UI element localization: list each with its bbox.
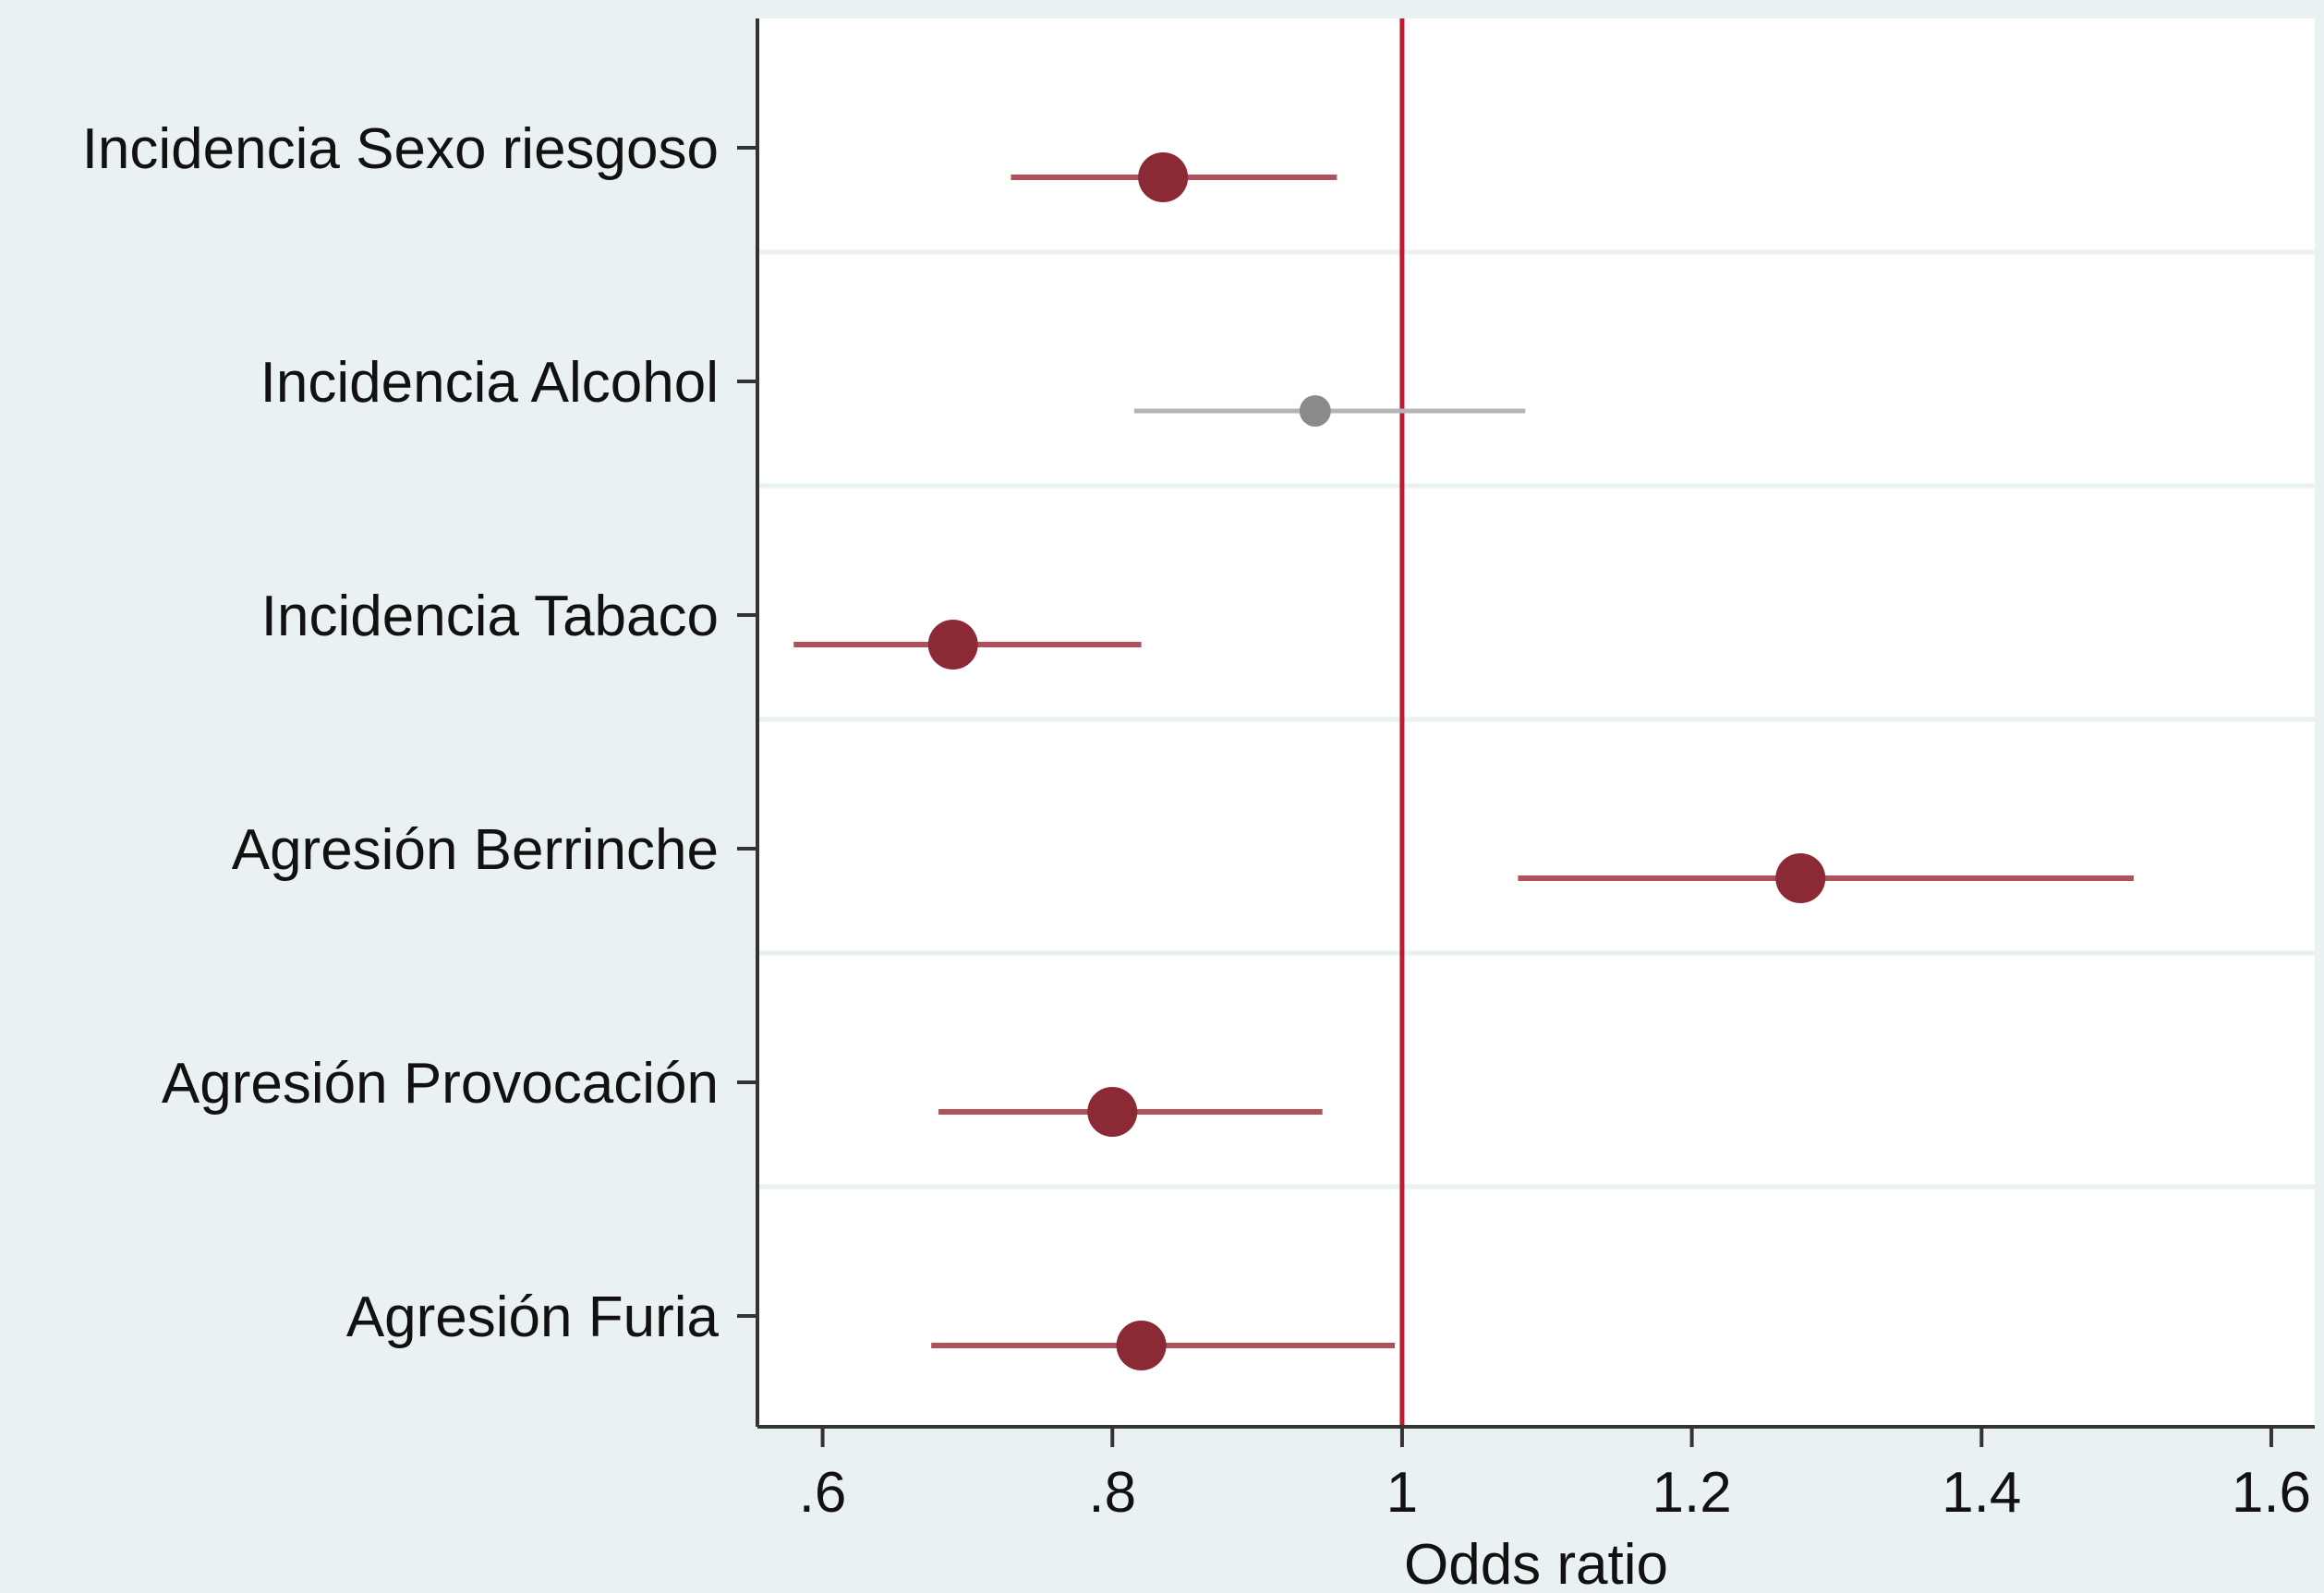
category-labels: Incidencia Sexo riesgoso Incidencia Alcoh… (82, 117, 720, 1349)
estimate-point (1116, 1321, 1167, 1370)
odds-ratio-markers (927, 152, 1826, 1370)
category-label: Incidencia Tabaco (261, 585, 719, 648)
estimate-point (1087, 1087, 1138, 1137)
x-axis-ticks (820, 1427, 2273, 1447)
x-tick-label: .6 (799, 1461, 847, 1525)
y-axis-ticks (737, 146, 757, 1318)
grid-lines (757, 249, 2315, 1189)
category-label: Agresión Provocación (162, 1052, 719, 1116)
x-axis-title: Odds ratio (1404, 1533, 1668, 1593)
x-tick-label: 1.2 (1652, 1461, 1731, 1525)
category-label: Agresión Furia (346, 1285, 720, 1349)
category-label: Agresión Berrinche (232, 818, 719, 882)
x-tick-label: .8 (1088, 1461, 1136, 1525)
estimate-point (1775, 853, 1826, 903)
category-label: Incidencia Alcohol (260, 351, 719, 415)
x-tick-label: 1 (1386, 1461, 1418, 1525)
x-tick-label: 1.4 (1942, 1461, 2021, 1525)
x-tick-label: 1.6 (2232, 1461, 2311, 1525)
plot-background (757, 18, 2315, 1427)
category-label: Incidencia Sexo riesgoso (82, 117, 719, 181)
estimate-point (927, 620, 978, 670)
x-tick-labels: .6 .8 1 1.2 1.4 1.6 (799, 1461, 2311, 1525)
estimate-point (1138, 152, 1189, 202)
estimate-point (1299, 395, 1331, 427)
